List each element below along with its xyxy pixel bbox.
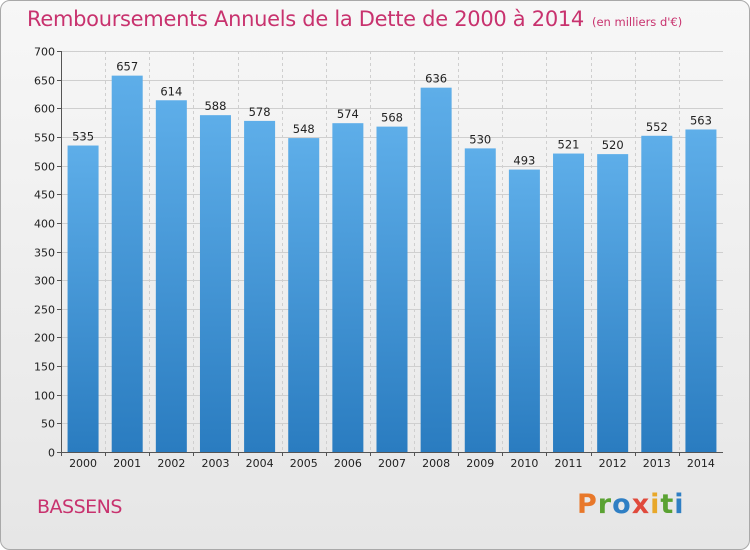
y-tick-label: 100 (34, 390, 55, 403)
y-tick-label: 350 (34, 247, 55, 260)
data-label: 530 (469, 132, 491, 146)
x-tick-label: 2013 (643, 457, 671, 470)
y-tick-label: 200 (34, 332, 55, 345)
bar (288, 138, 320, 452)
logo-letter: i (650, 489, 661, 520)
bar (244, 120, 276, 452)
chart-title: Remboursements Annuels de la Dette de 20… (27, 7, 682, 31)
x-tick-label: 2001 (113, 457, 141, 470)
logo-letter: x (631, 489, 651, 520)
x-tick-label: 2007 (378, 457, 406, 470)
data-label: 535 (72, 130, 94, 144)
y-tick-label: 550 (34, 132, 55, 145)
y-tick-label: 300 (34, 275, 55, 288)
bar (464, 148, 496, 452)
x-tick-label: 2014 (687, 457, 715, 470)
bar (553, 153, 585, 452)
y-tick-label: 400 (34, 218, 55, 231)
x-tick-label: 2012 (599, 457, 627, 470)
data-label: 493 (513, 154, 535, 168)
bar (420, 87, 452, 453)
chart-subtitle: (en milliers d'€) (592, 15, 683, 29)
bar (199, 115, 231, 452)
bar (641, 135, 673, 453)
axes (57, 51, 723, 456)
logo-letter: i (674, 489, 685, 520)
data-label: 548 (293, 122, 315, 136)
bars (67, 75, 717, 453)
data-label: 568 (381, 111, 403, 125)
proxiti-logo: Proxiti (577, 489, 685, 520)
data-label: 521 (558, 138, 580, 152)
bar (111, 75, 143, 452)
data-label: 636 (425, 72, 447, 86)
bar (685, 129, 717, 452)
data-label: 574 (337, 107, 359, 121)
logo-letter: t (660, 489, 675, 520)
data-label: 552 (646, 120, 668, 134)
bar (332, 123, 364, 453)
x-tick-label: 2004 (246, 457, 274, 470)
x-tick-label: 2005 (290, 457, 318, 470)
x-tick-label: 2011 (555, 457, 583, 470)
x-tick-label: 2010 (510, 457, 538, 470)
x-tick-label: 2006 (334, 457, 362, 470)
x-tick-label: 2003 (201, 457, 229, 470)
x-tick-label: 2002 (157, 457, 185, 470)
y-tick-label: 700 (34, 46, 55, 59)
y-tick-label: 600 (34, 103, 55, 116)
bar (376, 126, 408, 453)
y-tick-label: 50 (41, 418, 55, 431)
x-tick-label: 2009 (466, 457, 494, 470)
data-label: 614 (160, 84, 182, 98)
y-tick-label: 650 (34, 75, 55, 88)
city-name: BASSENS (37, 496, 122, 518)
labels: 0 50 100 150 200 250 300 350 400 450 500 550 600 650 7… (34, 46, 715, 471)
y-tick-label: 250 (34, 304, 55, 317)
data-label: 588 (204, 99, 226, 113)
logo-letter: o (612, 489, 632, 520)
y-tick-label: 150 (34, 361, 55, 374)
chart-title-text: Remboursements Annuels de la Dette de 20… (27, 7, 584, 31)
data-label: 578 (249, 105, 271, 119)
bar (597, 154, 629, 452)
data-label: 520 (602, 138, 624, 152)
x-tick-label: 2008 (422, 457, 450, 470)
x-tick-label: 2000 (69, 457, 97, 470)
logo-letter: r (597, 489, 613, 520)
bar (155, 100, 187, 452)
logo-letter: P (577, 489, 598, 520)
bar (67, 145, 99, 452)
bar (508, 169, 540, 452)
y-tick-label: 450 (34, 189, 55, 202)
data-label: 657 (116, 60, 138, 74)
y-tick-label: 500 (34, 161, 55, 174)
data-label: 563 (690, 113, 712, 127)
y-tick-label: 0 (48, 447, 55, 460)
